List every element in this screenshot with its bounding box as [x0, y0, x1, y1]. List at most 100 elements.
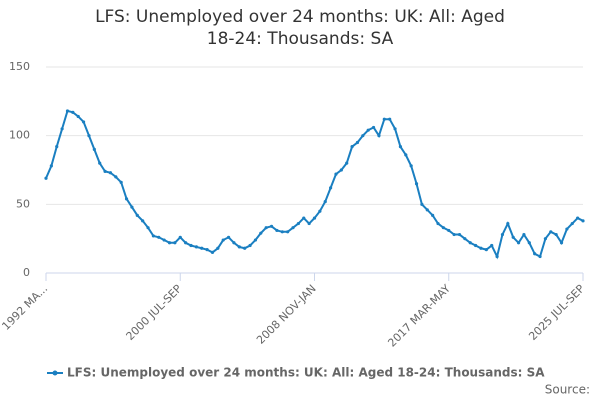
point — [516, 241, 521, 245]
y-tick-label: 100 — [9, 129, 30, 142]
point — [302, 216, 306, 220]
point — [554, 232, 558, 237]
point — [506, 221, 510, 226]
point — [81, 120, 86, 124]
point — [490, 243, 494, 248]
point — [237, 245, 241, 249]
point — [355, 140, 360, 145]
point — [474, 243, 478, 248]
point — [441, 226, 445, 230]
point — [538, 254, 542, 259]
point — [130, 205, 134, 209]
point — [495, 254, 499, 259]
point — [157, 235, 161, 239]
x-tick-label: 2025 JUL-SEP — [526, 282, 587, 343]
point — [479, 246, 483, 250]
y-tick-label: 0 — [23, 266, 30, 279]
point — [447, 228, 451, 233]
point — [65, 109, 70, 113]
point — [511, 235, 515, 239]
point — [361, 134, 365, 138]
point — [243, 246, 247, 250]
point — [280, 230, 284, 234]
point — [124, 197, 129, 201]
point — [98, 161, 102, 165]
point — [221, 238, 225, 242]
point — [103, 169, 107, 173]
point — [425, 208, 429, 212]
point — [184, 241, 188, 245]
point — [49, 164, 53, 168]
point — [151, 234, 155, 238]
point — [248, 243, 252, 248]
point — [210, 250, 215, 254]
point — [114, 175, 118, 179]
point — [108, 171, 113, 175]
point — [565, 227, 569, 231]
point — [296, 221, 300, 226]
point — [382, 117, 386, 121]
point — [275, 228, 279, 233]
x-tick-label: 2000 JUL-SEP — [123, 282, 184, 343]
point — [463, 237, 467, 241]
point — [318, 209, 322, 213]
point — [146, 226, 150, 230]
point — [420, 202, 424, 206]
point — [312, 216, 317, 220]
point — [436, 221, 440, 226]
y-tick-label: 150 — [9, 60, 30, 73]
point — [570, 221, 574, 226]
x-tick-label: 2017 MAR-MAY — [385, 282, 453, 350]
point — [468, 241, 472, 245]
point — [452, 232, 456, 237]
point — [167, 241, 172, 245]
point — [264, 226, 268, 230]
point — [286, 230, 290, 234]
point — [388, 117, 392, 121]
x-tick-label: 2008 NOV-JAN — [254, 282, 319, 347]
point — [178, 235, 182, 239]
point — [87, 134, 91, 138]
point — [350, 145, 354, 149]
x-tick-label: 1992 MA... — [0, 282, 50, 333]
point — [484, 248, 488, 252]
point — [457, 232, 462, 237]
point — [76, 114, 80, 119]
point — [345, 161, 349, 165]
point — [44, 176, 48, 180]
point — [576, 216, 580, 220]
y-tick-label: 50 — [16, 197, 30, 210]
source: Source: — [545, 383, 590, 397]
point — [527, 241, 531, 245]
point — [259, 231, 263, 235]
point — [205, 248, 209, 252]
point — [232, 241, 236, 245]
legend-marker — [52, 370, 58, 376]
point — [398, 145, 403, 149]
point — [581, 219, 585, 223]
point — [329, 186, 333, 190]
point — [216, 246, 220, 250]
point — [60, 127, 64, 131]
point — [431, 213, 435, 217]
point — [323, 199, 327, 204]
point — [71, 110, 75, 114]
point — [404, 153, 408, 157]
point — [533, 252, 537, 256]
point — [189, 243, 193, 248]
point — [339, 168, 343, 172]
point — [334, 172, 338, 176]
point — [119, 180, 123, 184]
point — [414, 182, 419, 186]
point — [291, 226, 295, 230]
point — [393, 127, 397, 131]
point — [194, 245, 198, 249]
point — [200, 246, 204, 250]
point — [409, 164, 413, 168]
point — [371, 125, 376, 130]
point — [162, 238, 166, 242]
point — [307, 221, 311, 226]
point — [226, 235, 231, 239]
